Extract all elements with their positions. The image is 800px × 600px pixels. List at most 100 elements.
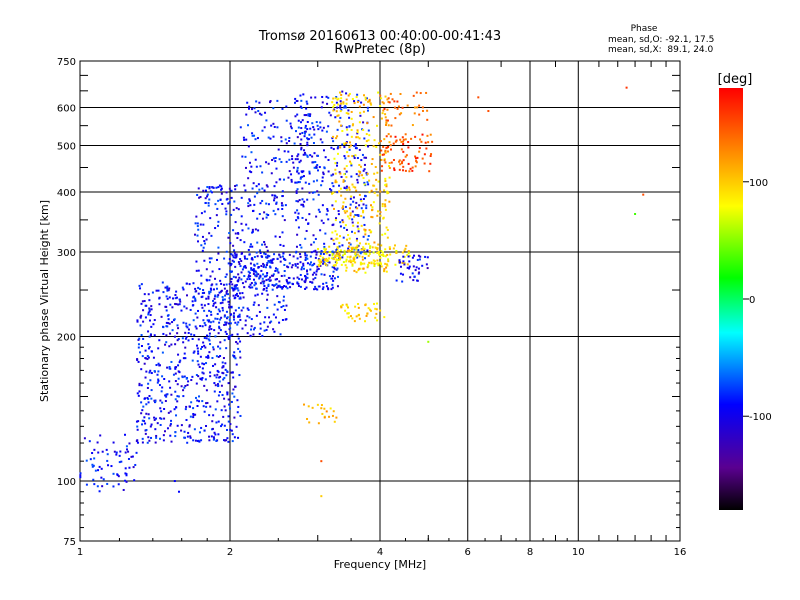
data-point [239, 126, 242, 129]
data-point [258, 112, 261, 115]
data-point [381, 165, 384, 168]
data-point [312, 198, 315, 201]
data-point [375, 146, 378, 149]
data-point [368, 252, 371, 255]
data-point [253, 278, 256, 281]
data-point [240, 278, 243, 281]
data-point [327, 218, 330, 221]
data-point [190, 379, 193, 382]
data-point [383, 268, 386, 271]
data-point [254, 138, 257, 141]
data-point [256, 262, 259, 265]
data-point [353, 102, 356, 105]
data-point [169, 434, 172, 437]
data-point [331, 277, 334, 280]
data-point [212, 414, 215, 417]
y-tick-label: 600 [57, 104, 76, 115]
data-point [332, 410, 335, 413]
data-point [303, 114, 306, 117]
data-point [386, 264, 389, 267]
data-point [165, 321, 168, 324]
data-point [177, 338, 180, 341]
data-point [375, 178, 378, 181]
data-point [366, 266, 369, 269]
data-point [155, 417, 158, 420]
data-point [230, 253, 233, 256]
data-point [232, 294, 235, 297]
data-point [191, 337, 194, 340]
data-point [371, 216, 374, 219]
data-point [373, 172, 376, 175]
data-point [318, 285, 321, 288]
data-point [188, 424, 191, 427]
data-point [275, 202, 278, 205]
data-point [287, 266, 290, 269]
colorbar-tick-label: 100 [749, 178, 768, 189]
data-point [166, 314, 169, 317]
data-point [221, 295, 224, 298]
data-point [162, 291, 165, 294]
data-point [190, 401, 193, 404]
data-point [205, 405, 208, 408]
colorbar-tick-label: -100 [749, 412, 772, 423]
data-point [213, 382, 216, 385]
data-point [237, 273, 240, 276]
data-point [316, 268, 319, 271]
data-point [364, 303, 367, 306]
data-point [275, 167, 278, 170]
data-point [379, 104, 382, 107]
data-point [234, 185, 237, 188]
data-point [165, 295, 168, 298]
data-point [308, 170, 311, 173]
data-point [210, 191, 213, 194]
data-point [249, 283, 252, 286]
data-point [263, 264, 266, 267]
data-point [229, 428, 232, 431]
data-point [404, 247, 407, 250]
data-point [255, 165, 258, 168]
data-point [324, 248, 327, 251]
data-point [356, 131, 359, 134]
data-point [394, 117, 397, 120]
data-point [356, 129, 359, 132]
data-point [362, 121, 365, 124]
data-point [351, 210, 354, 213]
data-point [304, 258, 307, 261]
data-point [365, 156, 368, 159]
data-point [351, 317, 354, 320]
data-point [149, 314, 152, 317]
data-point [230, 270, 233, 273]
data-point [224, 368, 227, 371]
data-point [281, 190, 284, 193]
data-point [387, 124, 390, 127]
data-point [271, 261, 274, 264]
data-point [361, 153, 364, 156]
data-point [376, 210, 379, 213]
data-point [421, 133, 424, 136]
data-point [224, 294, 227, 297]
data-point [206, 186, 209, 189]
data-point [206, 334, 209, 337]
data-point [286, 265, 289, 268]
data-point [150, 325, 153, 328]
data-point [366, 312, 369, 315]
data-point [196, 316, 199, 319]
data-point [212, 302, 215, 305]
data-point [222, 365, 225, 368]
data-point [185, 282, 188, 285]
data-point [125, 448, 128, 451]
data-point [202, 189, 205, 192]
data-point [302, 205, 305, 208]
data-point [277, 301, 280, 304]
data-point [412, 279, 415, 282]
data-point [387, 97, 390, 100]
data-point [383, 159, 386, 162]
data-point [394, 263, 397, 266]
data-point [244, 265, 247, 268]
data-point [254, 274, 257, 277]
data-point [304, 237, 307, 240]
data-point [208, 335, 211, 338]
data-point [344, 264, 347, 267]
data-point [351, 221, 354, 224]
data-point [354, 253, 357, 256]
